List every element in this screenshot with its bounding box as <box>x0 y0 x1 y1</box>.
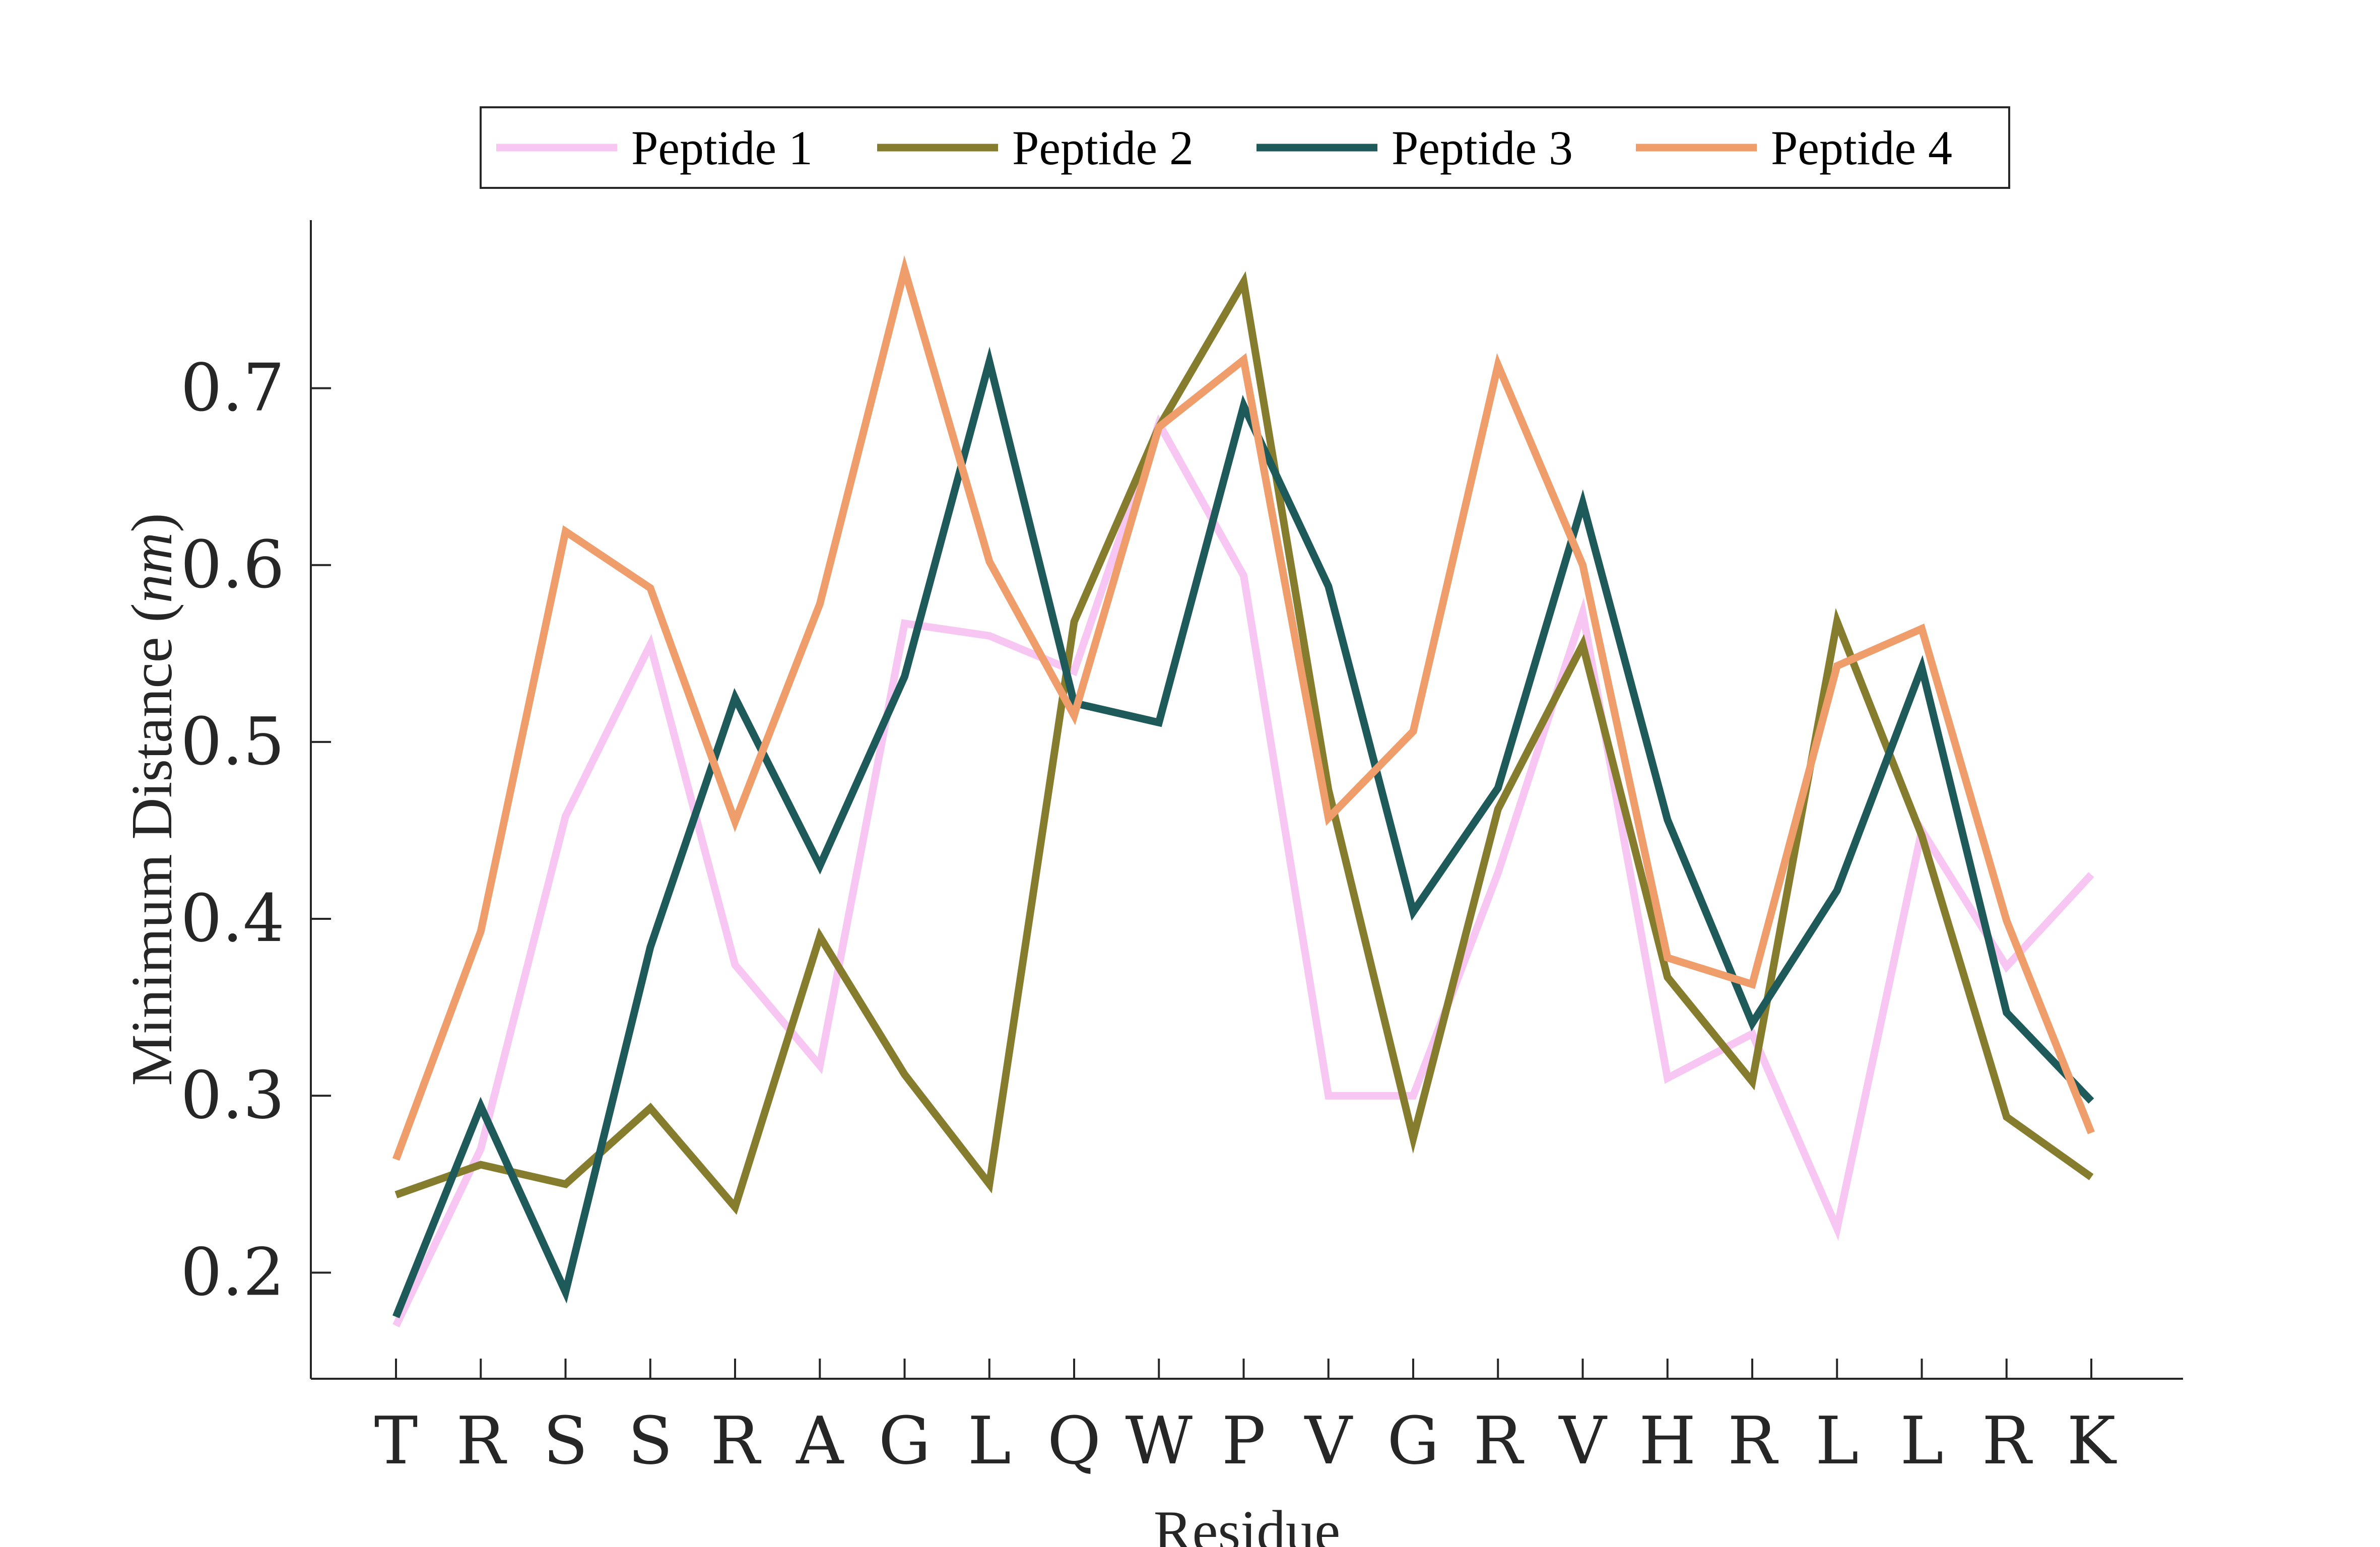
y-tick-label: 0.7 <box>180 350 285 426</box>
y-ticks: 0.2 0.3 0.4 0.5 0.6 0.7 <box>180 350 331 1310</box>
x-tick-label: Q <box>1047 1402 1101 1479</box>
x-tick-label: L <box>1815 1402 1859 1479</box>
x-tick-label: H <box>1639 1402 1696 1479</box>
x-tick-label: R <box>710 1402 761 1479</box>
legend-label-4: Peptide 4 <box>1771 121 1952 175</box>
x-tick-label: A <box>796 1402 844 1479</box>
legend-label-3: Peptide 3 <box>1392 121 1573 175</box>
x-tick-label: T <box>374 1402 418 1479</box>
x-tick-label: K <box>2067 1402 2117 1479</box>
x-tick-label: G <box>879 1402 931 1479</box>
x-tick-label: P <box>1222 1402 1266 1479</box>
x-tick-label: R <box>1473 1402 1524 1479</box>
series-line-1 <box>392 414 2094 1327</box>
x-tick-label: S <box>628 1402 673 1479</box>
y-axis-label: Minimum Distance (nm) <box>120 513 184 1086</box>
y-axis-label-close: ) <box>120 513 184 532</box>
legend: Peptide 1 Peptide 2 Peptide 3 Peptide 4 <box>480 106 2010 189</box>
legend-label-1: Peptide 1 <box>631 121 813 175</box>
x-tick-label: S <box>543 1402 588 1479</box>
y-tick-label: 0.4 <box>180 880 285 957</box>
y-axis-label-main: Minimum Distance ( <box>120 603 184 1086</box>
series-line-3 <box>392 346 2094 1318</box>
y-tick-label: 0.2 <box>180 1234 285 1310</box>
x-axis-label: Residue <box>1154 1499 1341 1547</box>
x-tick-label: L <box>1900 1402 1943 1479</box>
series-line-2 <box>394 271 2094 1215</box>
y-axis-label-unit: nm <box>120 532 184 603</box>
x-tick-label: R <box>1982 1402 2033 1479</box>
series-line-4 <box>392 255 2095 1161</box>
x-tick-label: L <box>968 1402 1011 1479</box>
x-tick-label: W <box>1125 1402 1193 1479</box>
y-tick-label: 0.3 <box>180 1057 285 1133</box>
x-tick-label: G <box>1387 1402 1439 1479</box>
x-tick-label: V <box>1558 1402 1608 1479</box>
x-tick-label: R <box>1728 1402 1778 1479</box>
series-layer <box>392 255 2095 1327</box>
y-tick-label: 0.6 <box>180 526 285 603</box>
x-tick-label: V <box>1304 1402 1353 1479</box>
y-tick-label: 0.5 <box>180 703 285 780</box>
legend-label-2: Peptide 2 <box>1012 121 1194 175</box>
x-tick-label: R <box>456 1402 507 1479</box>
